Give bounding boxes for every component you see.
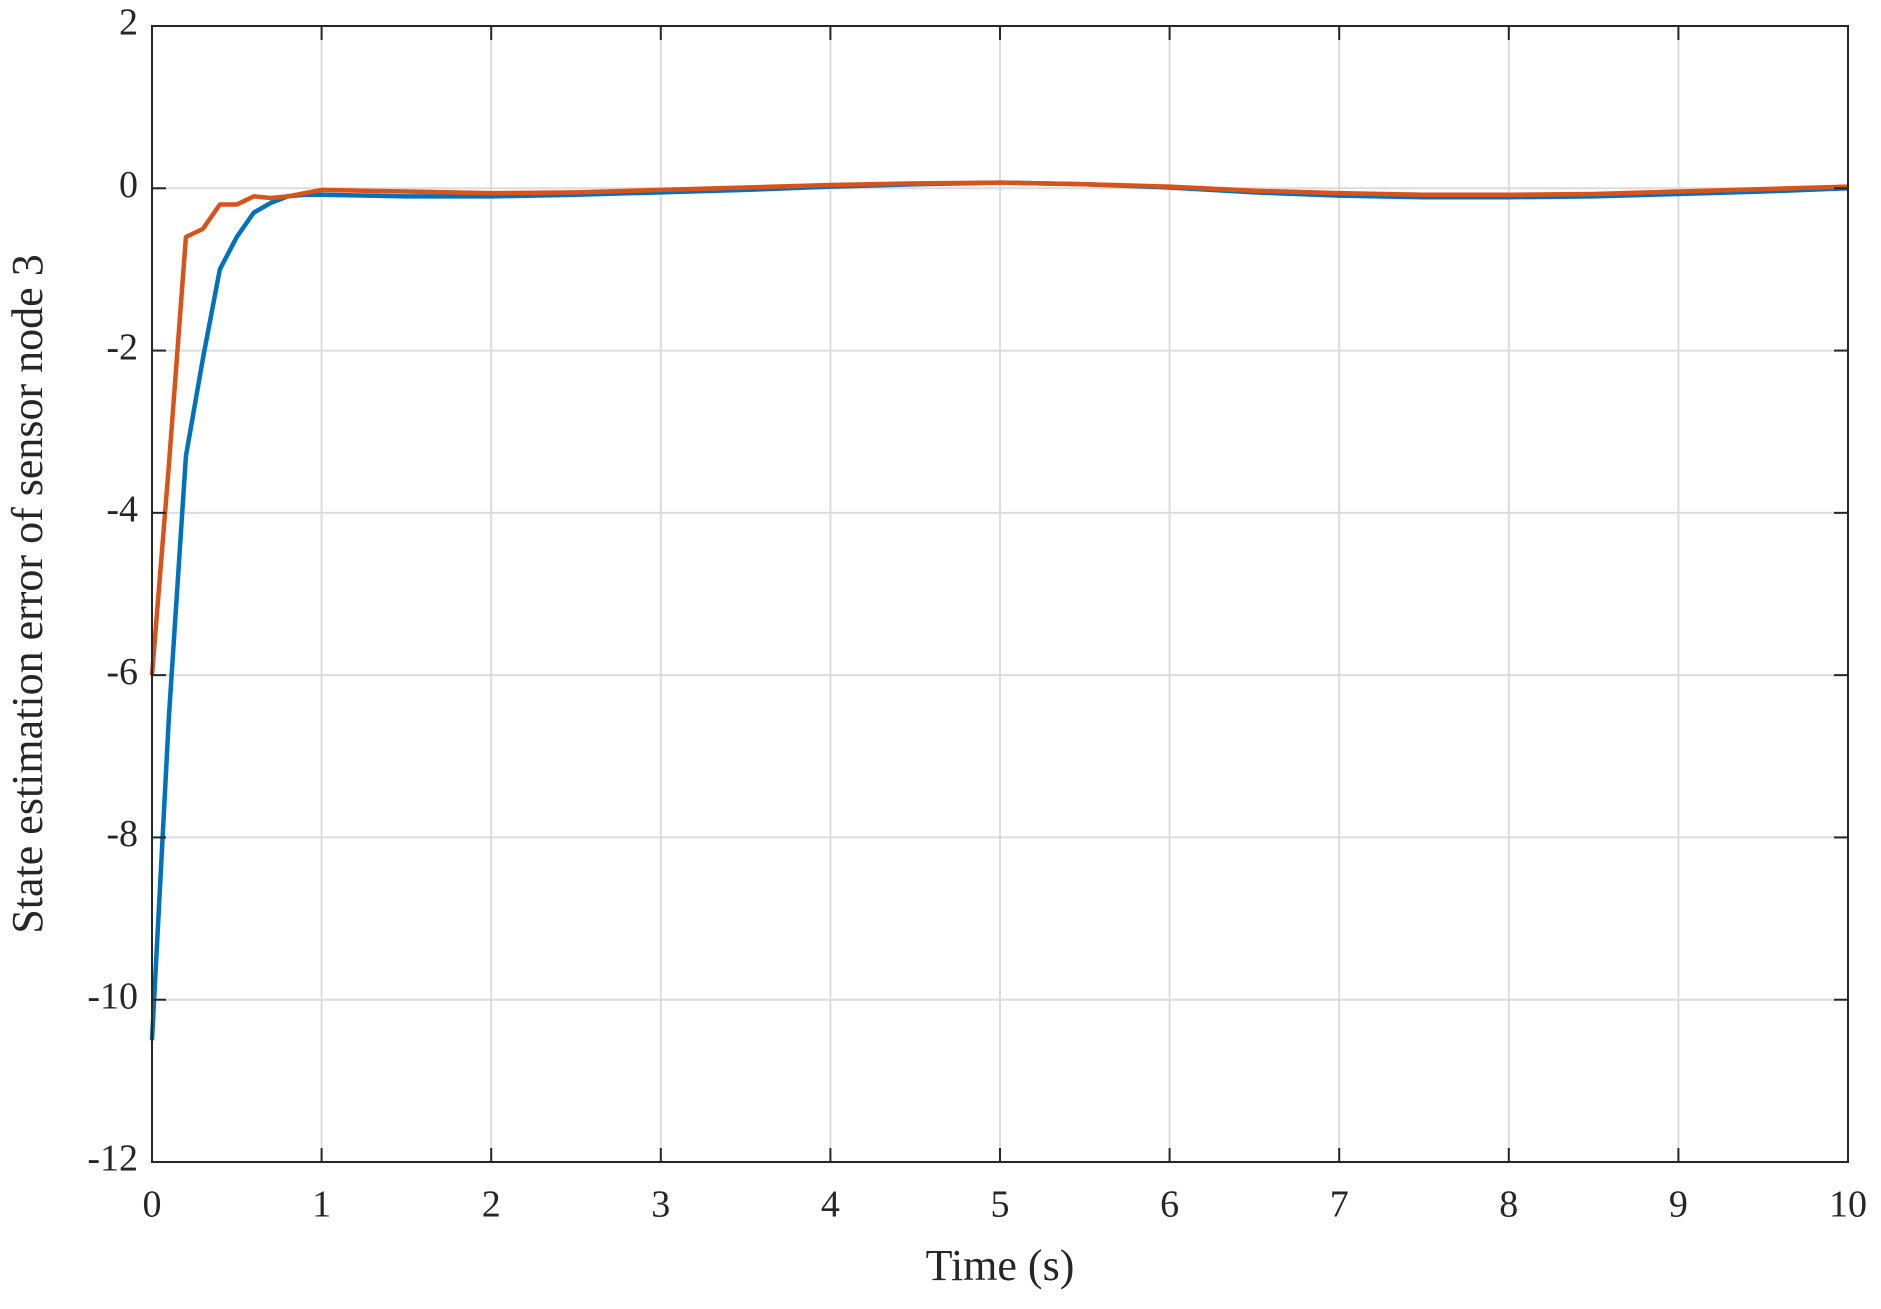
x-tick-label: 1 <box>312 1184 331 1226</box>
y-tick-label: -8 <box>106 813 138 855</box>
y-tick-label: -6 <box>106 651 138 693</box>
y-tick-label: -12 <box>87 1138 138 1180</box>
y-tick-label: 0 <box>119 164 138 206</box>
x-tick-label: 10 <box>1829 1184 1867 1226</box>
x-tick-label: 0 <box>143 1184 162 1226</box>
x-axis-label: Time (s) <box>926 1241 1075 1290</box>
x-tick-label: 4 <box>821 1184 840 1226</box>
x-tick-label: 5 <box>991 1184 1010 1226</box>
x-tick-label: 6 <box>1160 1184 1179 1226</box>
x-tick-label: 8 <box>1499 1184 1518 1226</box>
y-tick-label: -4 <box>106 489 138 531</box>
x-tick-label: 2 <box>482 1184 501 1226</box>
x-tick-label: 9 <box>1669 1184 1688 1226</box>
y-tick-label: -10 <box>87 975 138 1017</box>
series-line <box>149 180 1849 676</box>
series-line <box>149 180 1849 1041</box>
y-tick-label: -2 <box>106 326 138 368</box>
x-tick-label: 7 <box>1330 1184 1349 1226</box>
x-tick-label: 3 <box>651 1184 670 1226</box>
y-axis-label: State estimation error of sensor node 3 <box>3 254 52 933</box>
y-tick-label: 2 <box>119 2 138 44</box>
